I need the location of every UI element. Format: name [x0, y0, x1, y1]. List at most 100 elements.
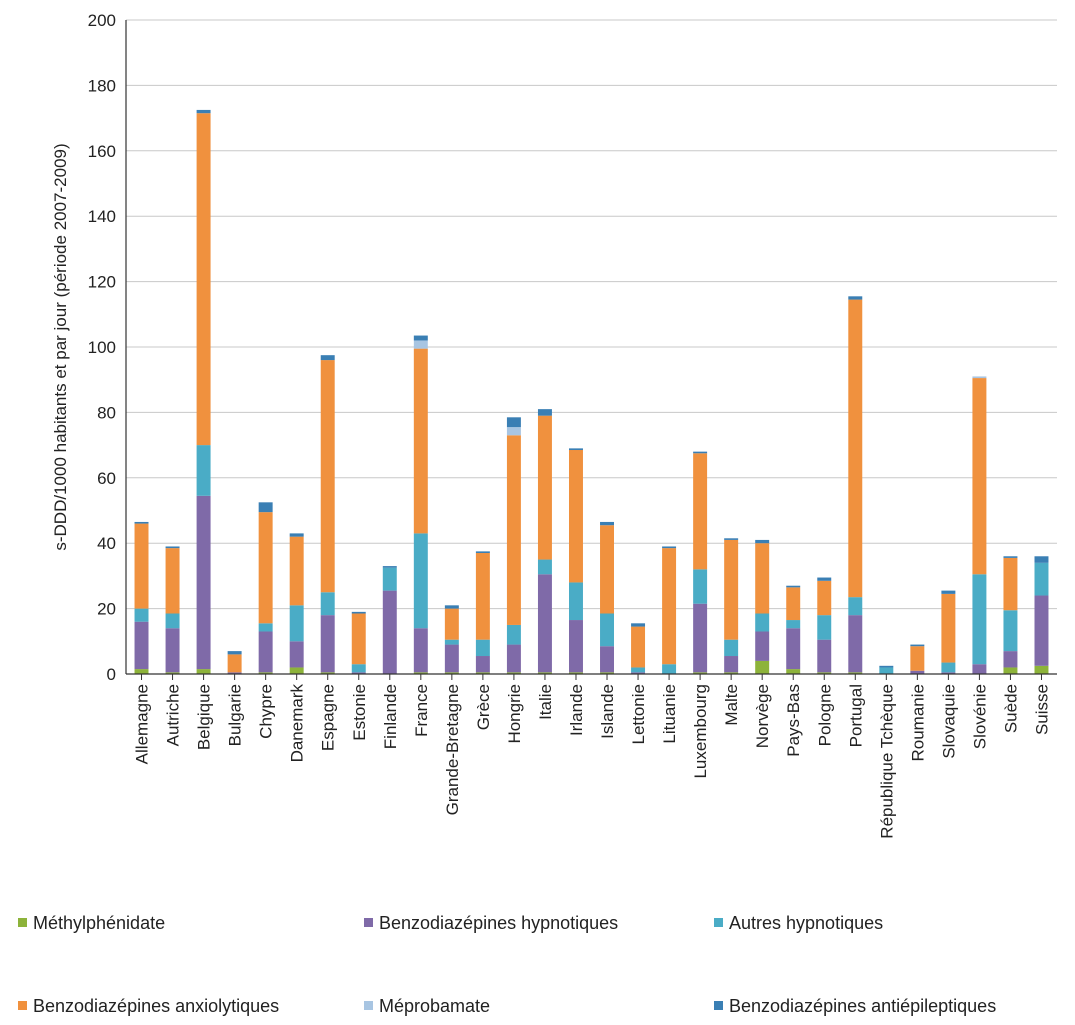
x-category-label: Grande-Bretagne: [443, 684, 462, 815]
bar-segment: [258, 502, 273, 513]
bar-segment: [569, 620, 583, 673]
bar-segment: [227, 672, 242, 674]
bar-segment: [320, 672, 335, 674]
bar-segment: [444, 644, 459, 673]
bar-segment: [755, 613, 770, 632]
x-category-label: Slovénie: [970, 684, 989, 749]
bar-segment: [165, 672, 180, 674]
y-tick-label: 140: [88, 207, 116, 226]
y-tick-label: 100: [88, 338, 116, 357]
bar-segment: [1003, 651, 1018, 668]
y-tick-label: 120: [88, 273, 116, 292]
bar-segment: [289, 605, 304, 642]
bar-segment: [537, 415, 552, 560]
bar-segment: [444, 672, 459, 674]
x-category-label: Islande: [598, 684, 617, 739]
x-category-label: Italie: [536, 684, 555, 720]
bar-segment: [569, 672, 583, 674]
bar-segment: [258, 512, 273, 624]
bar-segment: [413, 628, 428, 673]
bar-segment: [755, 660, 770, 674]
bar-segment: [941, 672, 956, 674]
bar-segment: [444, 605, 459, 609]
legend-label: Méprobamate: [379, 996, 490, 1016]
bar-segment: [724, 672, 739, 674]
x-category-label: Chypre: [257, 684, 276, 739]
bar-segment: [475, 639, 490, 657]
bar-segment: [196, 109, 211, 114]
bar-segment: [724, 538, 739, 540]
bar-segment: [537, 574, 552, 673]
bar-segment: [786, 628, 801, 670]
bar-segment: [196, 445, 211, 496]
bar-segment: [941, 593, 956, 663]
bar-segment: [755, 539, 770, 544]
legend-label: Benzodiazépines anxiolytiques: [33, 996, 279, 1016]
bar-segment: [506, 672, 521, 674]
bar-segment: [537, 409, 552, 416]
bar-segment: [165, 628, 180, 673]
bar-segment: [600, 613, 614, 647]
x-category-label: Finlande: [381, 684, 400, 749]
bar-segment: [724, 539, 739, 640]
y-tick-label: 60: [97, 469, 116, 488]
bar-segment: [506, 644, 521, 673]
y-axis-title: s-DDD/1000 habitants et par jour (périod…: [51, 143, 70, 550]
x-category-label: Suisse: [1032, 684, 1051, 735]
bar-segment: [134, 523, 149, 609]
bar-segment: [693, 569, 708, 604]
bar-segment: [631, 672, 646, 674]
x-category-label: Autriche: [164, 684, 183, 746]
bar-segment: [134, 521, 149, 524]
x-category-label: Portugal: [846, 684, 865, 747]
x-category-label: Pologne: [815, 684, 834, 746]
bar-segment: [1034, 562, 1049, 596]
bar-segment: [289, 533, 304, 537]
bar-segment: [506, 624, 521, 645]
bar-segment: [475, 551, 490, 554]
bar-segment: [755, 631, 770, 661]
legend-swatch: [18, 918, 27, 927]
x-category-label: Suède: [1001, 684, 1020, 733]
y-tick-label: 20: [97, 600, 116, 619]
bar-segment: [320, 615, 335, 673]
bar-segment: [351, 672, 366, 674]
bar-segment: [600, 672, 614, 674]
axes: [125, 20, 1057, 680]
legend-label: Benzodiazépines antiépileptiques: [729, 996, 996, 1016]
bar-segment: [1003, 556, 1018, 558]
bar-segment: [972, 378, 987, 575]
bar-segment: [941, 662, 956, 673]
bar-segment: [972, 664, 987, 674]
bar-segment: [848, 296, 863, 300]
bar-segment: [941, 590, 956, 594]
bar-segment: [755, 543, 770, 614]
x-category-label: Norvège: [753, 684, 772, 748]
bar-segment: [786, 585, 801, 588]
legend-label: Benzodiazépines hypnotiques: [379, 913, 618, 933]
bar-segment: [227, 651, 242, 655]
bar-segment: [693, 451, 708, 454]
x-category-labels: Allemagne Autriche Belgique Bulgarie Chypre D…: [133, 684, 1052, 839]
x-category-label: République Tchèque: [877, 684, 896, 839]
bar-segment: [134, 669, 149, 674]
x-category-label: Irlande: [567, 684, 586, 736]
x-category-label: Slovaquie: [939, 684, 958, 759]
bar-segment: [848, 299, 863, 598]
bar-segment: [351, 611, 366, 614]
bar-segment: [506, 417, 521, 428]
bar-segment: [134, 621, 149, 670]
y-tick-label: 200: [88, 11, 116, 30]
y-tick-label: 40: [97, 534, 116, 553]
x-category-label: Pays-Bas: [784, 684, 803, 757]
bar-segment: [165, 546, 180, 549]
bar-segment: [413, 340, 428, 349]
bar-segment: [165, 613, 180, 629]
bar-segment: [506, 427, 521, 436]
legend-swatch: [364, 918, 373, 927]
bar-segment: [196, 669, 211, 674]
bar-segment: [662, 548, 677, 665]
x-category-label: Espagne: [319, 684, 338, 751]
legend: Méthylphénidate Benzodiazépines hypnotiqu…: [18, 913, 996, 1016]
